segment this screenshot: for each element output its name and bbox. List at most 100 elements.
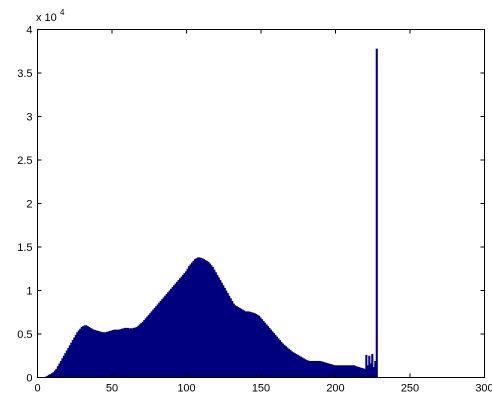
x-tick-label: 200 (326, 383, 344, 395)
histogram-bar (138, 324, 141, 378)
histogram-bar (351, 365, 354, 378)
histogram-bar (289, 350, 292, 378)
histogram-bar (94, 330, 97, 378)
histogram-bar (238, 307, 241, 378)
histogram-bar (332, 364, 335, 378)
histogram-bar (80, 327, 83, 378)
histogram-bar (261, 319, 264, 378)
histogram-bar (153, 307, 156, 378)
histogram-bar (114, 329, 118, 378)
histogram-bar (106, 331, 109, 378)
histogram-bar (152, 309, 155, 378)
histogram-bar (214, 272, 217, 378)
histogram-bar (97, 330, 100, 378)
histogram-bar (286, 347, 289, 378)
histogram-bar (95, 330, 98, 378)
histogram-bar (85, 325, 88, 378)
histogram-bar (101, 332, 104, 378)
histogram-bar (243, 310, 246, 378)
histogram-bar (331, 364, 334, 378)
histogram-bar (229, 298, 232, 378)
histogram-bar (83, 325, 86, 378)
histogram-bar (91, 328, 94, 378)
histogram-bar (149, 313, 152, 378)
histogram-bar (137, 325, 140, 378)
histogram-bar (234, 305, 237, 378)
x-tick-label: 250 (401, 383, 419, 395)
histogram-bar (192, 260, 195, 378)
histogram-bar (244, 311, 247, 378)
histogram-bar (348, 365, 351, 378)
histogram-bar (338, 365, 341, 378)
histogram-bar (186, 268, 189, 378)
histogram-bar (345, 365, 349, 378)
histogram-bar (82, 326, 85, 378)
histogram-bar (356, 366, 359, 378)
y-tick-label: 4 (26, 25, 32, 37)
histogram-bar (371, 354, 374, 378)
histogram-bar (319, 360, 322, 378)
histogram-bar (222, 285, 225, 378)
histogram-bar (199, 257, 202, 378)
histogram-bar (241, 309, 244, 378)
histogram-bar (117, 329, 121, 378)
histogram-bar (305, 360, 308, 378)
histogram-bar (216, 274, 219, 378)
x-tick-label: 300 (475, 383, 492, 395)
histogram-bar (52, 372, 55, 378)
histogram-bar (275, 336, 278, 378)
histogram-bar (271, 331, 274, 378)
histogram-bar (193, 259, 197, 378)
histogram-bar (67, 347, 70, 378)
histogram-bar (372, 367, 375, 378)
histogram-bar (298, 355, 301, 378)
histogram-bar (156, 304, 159, 378)
histogram-bar (213, 269, 216, 378)
histogram-bar (68, 345, 71, 378)
x-tick-label: 100 (177, 383, 195, 395)
histogram-bar (185, 271, 188, 378)
histogram-bar (49, 374, 52, 378)
x-tick-label: 0 (34, 383, 40, 395)
histogram-bar (316, 360, 319, 378)
histogram-bar (362, 368, 365, 378)
histogram-bar (144, 318, 147, 378)
histogram-bar (103, 332, 106, 378)
histogram-bar (211, 267, 214, 378)
histogram-bar (292, 352, 295, 378)
y-axis: 0 0.5 1 1.5 2 2.5 3 3.5 4 (17, 25, 485, 385)
histogram-bar (265, 324, 268, 378)
histogram-bar (262, 320, 265, 378)
histogram-bar (237, 307, 240, 378)
histogram-bar (295, 354, 298, 378)
histogram-bar (123, 327, 127, 378)
histogram-bar (56, 366, 59, 378)
histogram-bar (174, 283, 177, 378)
histogram-bar (98, 331, 101, 378)
histogram-bar (308, 360, 311, 378)
histogram-bar (65, 350, 68, 378)
histogram-bar (180, 276, 183, 378)
histogram-bar (88, 327, 91, 378)
histogram-bar (301, 357, 304, 378)
histogram-bar (165, 293, 168, 378)
histogram-bar (334, 365, 337, 378)
histogram-bar (307, 360, 310, 378)
histogram-bar (120, 328, 124, 378)
histogram-bar (304, 359, 307, 378)
histogram-bar (347, 365, 350, 378)
histogram-bar (64, 353, 67, 378)
histogram-bar (150, 311, 153, 378)
histogram-bar (112, 330, 115, 378)
histogram-bar (314, 360, 317, 378)
histogram-bar (357, 367, 360, 378)
histogram-bar (173, 285, 176, 378)
histogram-bar (210, 265, 213, 378)
histogram-bar (170, 288, 173, 378)
histogram-bar (277, 338, 280, 378)
x-axis: 0 50 100 150 200 250 300 (34, 29, 492, 395)
histogram-bar (341, 365, 344, 378)
histogram-bar (255, 313, 258, 378)
histogram-bar (374, 360, 377, 378)
histogram-bar (164, 295, 167, 378)
